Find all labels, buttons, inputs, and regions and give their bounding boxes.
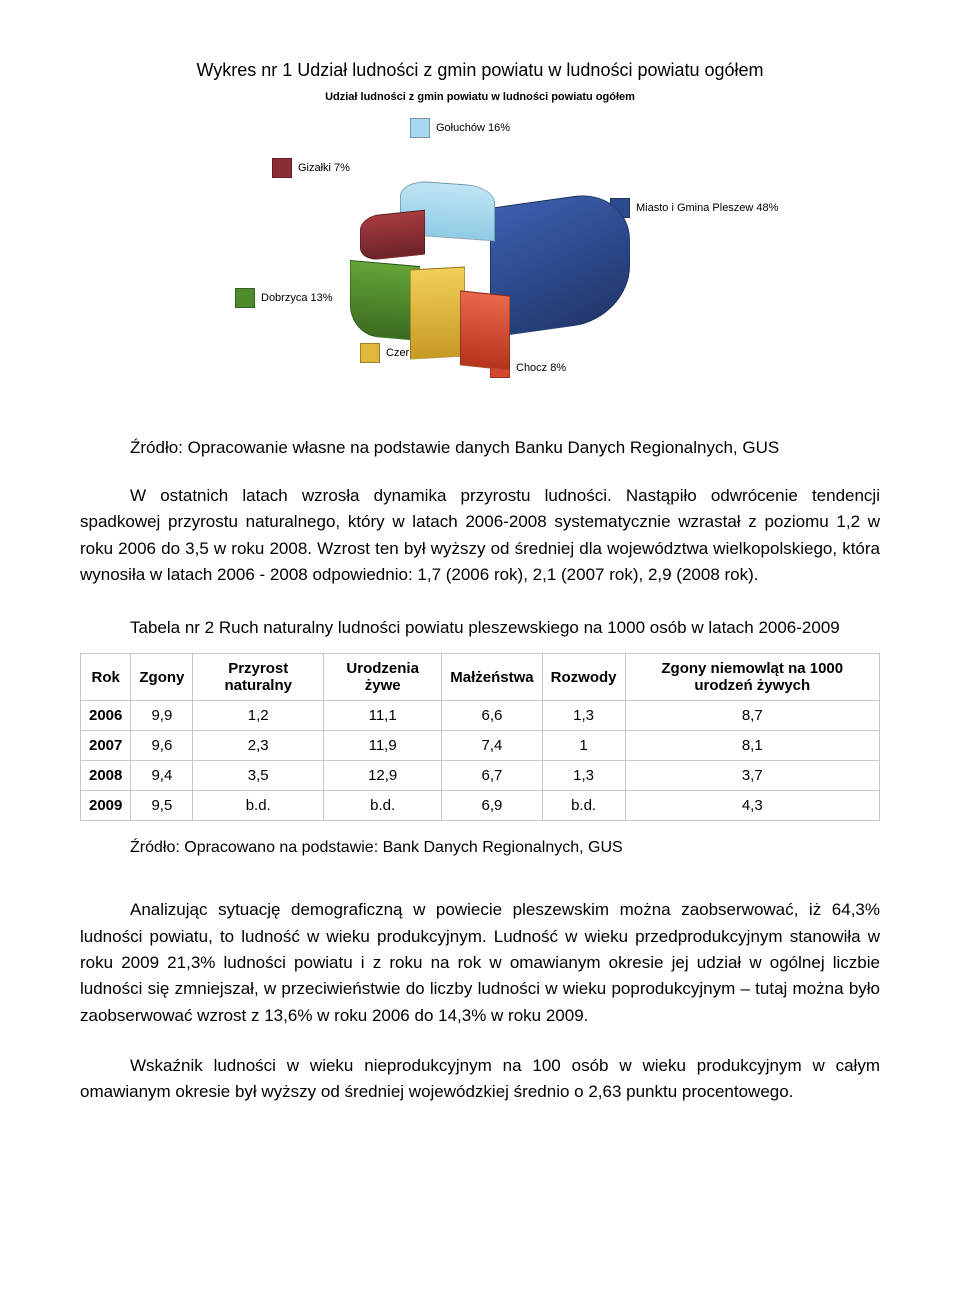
- source-line-1: Źródło: Opracowanie własne na podstawie …: [80, 438, 880, 458]
- col-urodzenia: Urodzenia żywe: [324, 654, 442, 701]
- col-zgony-niemowlat: Zgony niemowląt na 1000 urodzeń żywych: [625, 654, 880, 701]
- cell: 11,9: [324, 731, 442, 761]
- legend-gizalki: Gizałki 7%: [272, 158, 350, 178]
- cell: 3,7: [625, 761, 880, 791]
- table-row: 2007 9,6 2,3 11,9 7,4 1 8,1: [81, 731, 880, 761]
- chart-title: Wykres nr 1 Udział ludności z gmin powia…: [80, 60, 880, 81]
- cell: 1,3: [542, 701, 625, 731]
- cell: 6,9: [442, 791, 542, 821]
- cell: 4,3: [625, 791, 880, 821]
- cell: 9,5: [131, 791, 193, 821]
- legend-label: Gołuchów 16%: [436, 122, 510, 134]
- table-title: Tabela nr 2 Ruch naturalny ludności powi…: [80, 618, 880, 638]
- cell: 6,6: [442, 701, 542, 731]
- paragraph-3: Wskaźnik ludności w wieku nieprodukcyjny…: [80, 1053, 880, 1106]
- pie-graphic: [340, 178, 600, 378]
- pie-chart: Gołuchów 16% Gizałki 7% Miasto i Gmina P…: [170, 118, 790, 398]
- source-line-2: Źródło: Opracowano na podstawie: Bank Da…: [80, 839, 880, 857]
- cell: 2,3: [193, 731, 324, 761]
- cell: b.d.: [542, 791, 625, 821]
- legend-label: Gizałki 7%: [298, 162, 350, 174]
- cell: 3,5: [193, 761, 324, 791]
- cell: 9,4: [131, 761, 193, 791]
- table-header-row: Rok Zgony Przyrost naturalny Urodzenia ż…: [81, 654, 880, 701]
- table-row: 2009 9,5 b.d. b.d. 6,9 b.d. 4,3: [81, 791, 880, 821]
- cell: 1,2: [193, 701, 324, 731]
- cell: 2008: [81, 761, 131, 791]
- cell: 6,7: [442, 761, 542, 791]
- cell: 7,4: [442, 731, 542, 761]
- col-rok: Rok: [81, 654, 131, 701]
- cell: 1: [542, 731, 625, 761]
- cell: b.d.: [324, 791, 442, 821]
- cell: 9,6: [131, 731, 193, 761]
- cell: 2007: [81, 731, 131, 761]
- col-zgony: Zgony: [131, 654, 193, 701]
- cell: 12,9: [324, 761, 442, 791]
- legend-label: Miasto i Gmina Pleszew 48%: [636, 202, 778, 214]
- cell: b.d.: [193, 791, 324, 821]
- legend-dobrzyca: Dobrzyca 13%: [235, 288, 333, 308]
- swatch-icon: [235, 288, 255, 308]
- legend-pleszew: Miasto i Gmina Pleszew 48%: [610, 198, 778, 218]
- swatch-icon: [410, 118, 430, 138]
- cell: 8,1: [625, 731, 880, 761]
- legend-goluchow: Gołuchów 16%: [410, 118, 510, 138]
- table-body: 2006 9,9 1,2 11,1 6,6 1,3 8,7 2007 9,6 2…: [81, 701, 880, 821]
- cell: 2006: [81, 701, 131, 731]
- cell: 2009: [81, 791, 131, 821]
- cell: 9,9: [131, 701, 193, 731]
- swatch-icon: [272, 158, 292, 178]
- col-przyrost: Przyrost naturalny: [193, 654, 324, 701]
- cell: 8,7: [625, 701, 880, 731]
- paragraph-1: W ostatnich latach wzrosła dynamika przy…: [80, 483, 880, 588]
- table-row: 2006 9,9 1,2 11,1 6,6 1,3 8,7: [81, 701, 880, 731]
- legend-label: Dobrzyca 13%: [261, 292, 333, 304]
- table-row: 2008 9,4 3,5 12,9 6,7 1,3 3,7: [81, 761, 880, 791]
- cell: 1,3: [542, 761, 625, 791]
- data-table: Rok Zgony Przyrost naturalny Urodzenia ż…: [80, 653, 880, 821]
- col-rozwody: Rozwody: [542, 654, 625, 701]
- col-malzenstwa: Małżeństwa: [442, 654, 542, 701]
- cell: 11,1: [324, 701, 442, 731]
- paragraph-2: Analizując sytuację demograficzną w powi…: [80, 897, 880, 1029]
- chart-subtitle: Udział ludności z gmin powiatu w ludnośc…: [80, 91, 880, 103]
